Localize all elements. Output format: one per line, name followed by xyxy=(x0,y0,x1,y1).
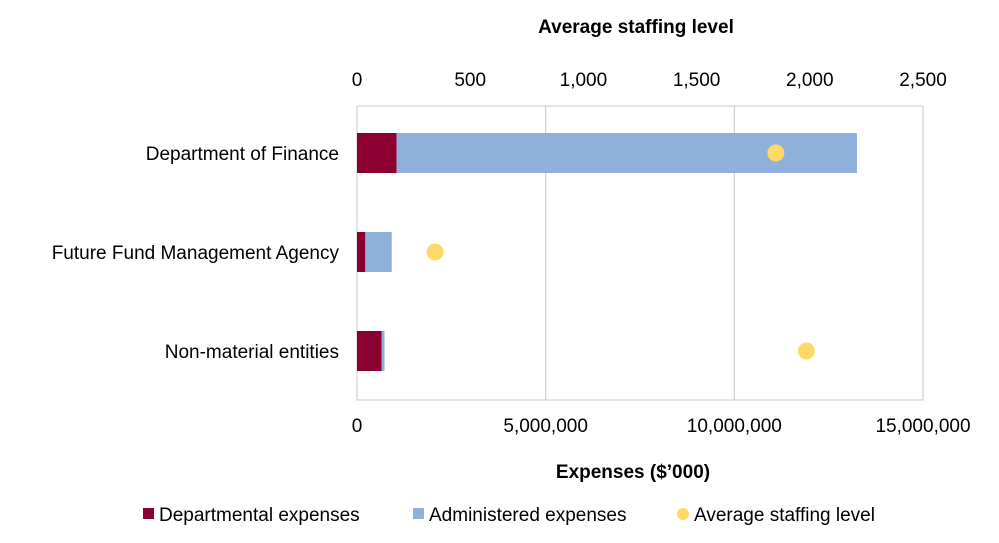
bottom-tick-label: 15,000,000 xyxy=(875,416,970,437)
point-average-staffing-level-1 xyxy=(426,243,444,261)
bar-departmental-expenses-0 xyxy=(357,133,397,173)
top-tick-label: 1,000 xyxy=(560,70,608,91)
legend-swatch-departmental-expenses xyxy=(143,508,154,519)
top-tick-label: 1,500 xyxy=(673,70,721,91)
bottom-tick-label: 0 xyxy=(352,416,363,437)
bottom-tick-label: 5,000,000 xyxy=(503,416,588,437)
top-tick-label: 0 xyxy=(352,70,363,91)
bottom-axis-tick-labels: 0 5,000,000 10,000,000 15,000,000 xyxy=(352,416,971,437)
bar-departmental-expenses-2 xyxy=(357,331,382,371)
legend-swatch-average-staffing-level xyxy=(677,508,689,520)
legend-label-departmental-expenses: Departmental expenses xyxy=(159,505,360,526)
bottom-axis-title: Expenses ($’000) xyxy=(556,462,710,483)
category-label: Department of Finance xyxy=(146,144,339,165)
bar-administered-expenses-1 xyxy=(365,232,392,272)
top-tick-label: 2,000 xyxy=(786,70,834,91)
bottom-tick-label: 10,000,000 xyxy=(687,416,782,437)
top-axis-title: Average staffing level xyxy=(538,17,734,38)
legend: Departmental expenses Administered expens… xyxy=(143,505,875,526)
top-tick-label: 2,500 xyxy=(899,70,947,91)
bar-administered-expenses-2 xyxy=(381,331,385,371)
point-average-staffing-level-0 xyxy=(767,144,785,162)
scatter-points xyxy=(426,144,815,360)
top-tick-label: 500 xyxy=(454,70,486,91)
category-label: Future Fund Management Agency xyxy=(52,243,340,264)
top-axis-tick-labels: 0 500 1,000 1,500 2,000 2,500 xyxy=(352,70,947,91)
point-average-staffing-level-2 xyxy=(797,342,815,360)
legend-swatch-administered-expenses xyxy=(413,508,424,519)
category-label: Non-material entities xyxy=(165,342,339,363)
bar-administered-expenses-0 xyxy=(396,133,857,173)
bar-departmental-expenses-1 xyxy=(357,232,366,272)
legend-label-average-staffing-level: Average staffing level xyxy=(694,505,875,526)
category-labels: Department of Finance Future Fund Managem… xyxy=(52,144,340,363)
legend-label-administered-expenses: Administered expenses xyxy=(429,505,627,526)
